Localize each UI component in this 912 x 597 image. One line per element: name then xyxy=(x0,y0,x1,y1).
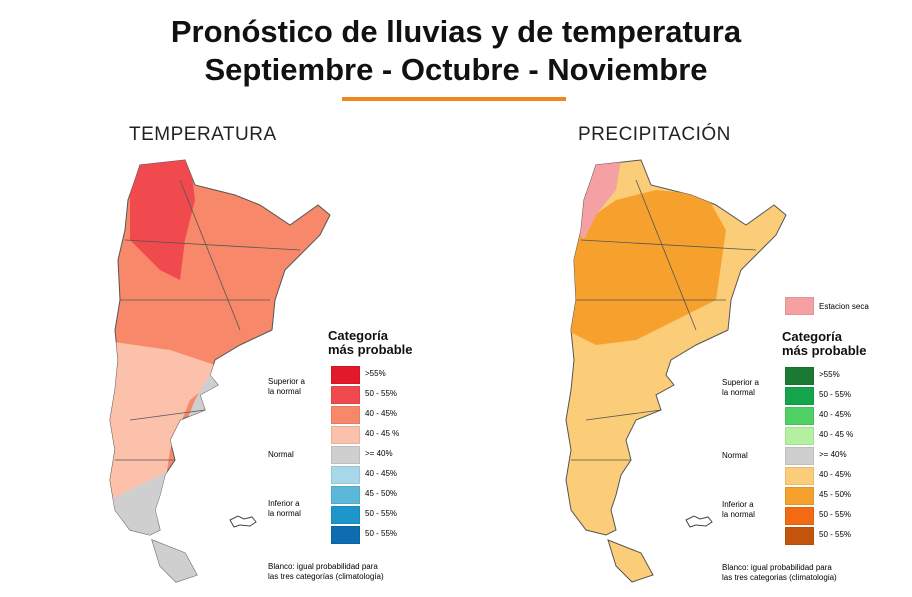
group-superior: Superior a la normal xyxy=(268,377,305,397)
group-text: Superior a xyxy=(722,378,759,387)
legend-label: 50 - 55% xyxy=(365,389,398,398)
group-text: la normal xyxy=(268,387,301,396)
group-text: Inferior a xyxy=(268,499,300,508)
legend-label: 45 - 50% xyxy=(819,490,852,499)
legend-note: Blanco: igual probabilidad para las tres … xyxy=(268,562,384,582)
legend-note: Blanco: igual probabilidad para las tres … xyxy=(722,563,837,583)
legend-label: >= 40% xyxy=(365,449,393,458)
precipitation-map xyxy=(565,159,787,583)
legend-label: 50 - 55% xyxy=(819,390,852,399)
legend-label: >55% xyxy=(819,370,840,379)
title-underline xyxy=(342,97,566,101)
dry-season-swatch xyxy=(785,297,814,315)
legend-swatch xyxy=(785,487,814,505)
group-text: Inferior a xyxy=(722,500,754,509)
region-50-55 xyxy=(130,160,195,280)
group-inferior: Inferior a la normal xyxy=(268,499,301,519)
legend-label: 50 - 55% xyxy=(365,529,398,538)
legend-swatch xyxy=(785,427,814,445)
group-text: la normal xyxy=(268,509,301,518)
legend-title-1: Categoría xyxy=(782,329,842,344)
legend-swatch xyxy=(785,447,814,465)
legend-title: Categoría más probable xyxy=(782,330,867,358)
legend-swatch xyxy=(785,367,814,385)
title-line-1: Pronóstico de lluvias y de temperatura xyxy=(170,14,742,49)
legend-label: 40 - 45% xyxy=(365,469,398,478)
legend-swatch xyxy=(785,387,814,405)
legend-label: 40 - 45 % xyxy=(819,430,854,439)
legend-label: 50 - 55% xyxy=(819,530,852,539)
legend-label: 50 - 55% xyxy=(365,509,398,518)
group-text: Superior a xyxy=(268,377,305,386)
precipitation-map-title: PRECIPITACIÓN xyxy=(578,124,731,145)
legend-label: 40 - 45% xyxy=(819,410,852,419)
legend-swatch xyxy=(331,426,360,444)
legend-swatch xyxy=(785,407,814,425)
group-text: la normal xyxy=(722,510,755,519)
malvinas-islands xyxy=(685,515,713,528)
dry-season-label: Estacion seca xyxy=(819,302,869,311)
legend-swatch xyxy=(331,366,360,384)
note-text: las tres categorías (climatología) xyxy=(268,572,384,581)
note-text: Blanco: igual probabilidad para xyxy=(722,563,832,572)
group-normal: Normal xyxy=(722,451,748,460)
note-text: las tres categorias (climatologia) xyxy=(722,573,837,582)
legend-label: >55% xyxy=(365,369,386,378)
legend-swatch xyxy=(785,507,814,525)
title-line-2: Septiembre - Octubre - Noviembre xyxy=(204,52,708,87)
legend-swatch xyxy=(785,467,814,485)
legend-swatch xyxy=(331,446,360,464)
legend-title-1: Categoría xyxy=(328,328,388,343)
note-text: Blanco: igual probabilidad para xyxy=(268,562,378,571)
legend-swatch xyxy=(331,466,360,484)
group-normal: Normal xyxy=(268,450,294,459)
legend-label: 40 - 45% xyxy=(819,470,852,479)
group-superior: Superior a la normal xyxy=(722,378,759,398)
legend-title-2: más probable xyxy=(782,343,867,358)
malvinas-islands xyxy=(229,515,257,528)
legend-swatch xyxy=(785,527,814,545)
legend-swatch xyxy=(331,486,360,504)
region-40-45-light xyxy=(110,340,215,520)
temperature-map-title: TEMPERATURA xyxy=(129,124,277,145)
legend-label: 40 - 45% xyxy=(365,409,398,418)
legend-label: 45 - 50% xyxy=(365,489,398,498)
legend-title: Categoría más probable xyxy=(328,329,413,357)
legend-label: >= 40% xyxy=(819,450,847,459)
legend-swatch xyxy=(331,386,360,404)
legend-swatch xyxy=(331,406,360,424)
group-text: la normal xyxy=(722,388,755,397)
legend-label: 40 - 45 % xyxy=(365,429,400,438)
legend-label: 50 - 55% xyxy=(819,510,852,519)
region-45-50 xyxy=(566,190,726,345)
group-inferior: Inferior a la normal xyxy=(722,500,755,520)
legend-swatch xyxy=(331,526,360,544)
legend-swatch xyxy=(331,506,360,524)
legend-title-2: más probable xyxy=(328,342,413,357)
